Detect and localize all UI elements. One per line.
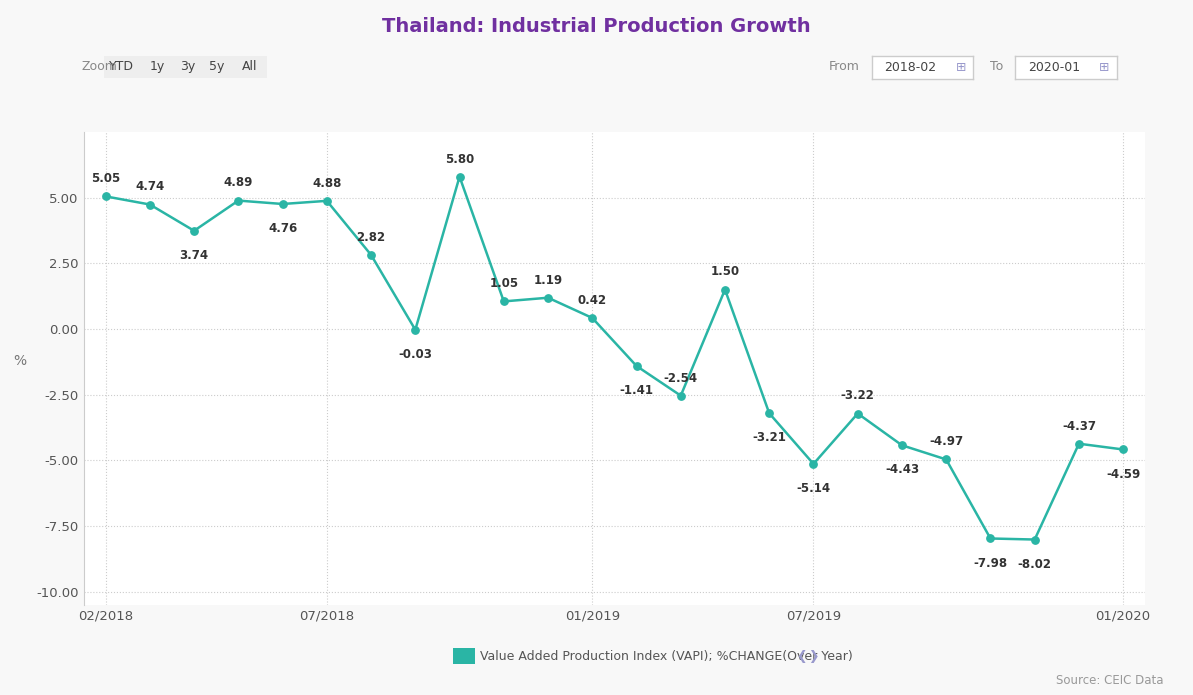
Text: Source: CEIC Data: Source: CEIC Data [1056,673,1163,687]
Point [185,225,204,236]
Text: -5.14: -5.14 [797,482,830,495]
Point [538,292,557,303]
Text: -3.21: -3.21 [753,432,786,444]
Text: To: To [990,60,1003,72]
Text: Thailand: Industrial Production Growth: Thailand: Industrial Production Growth [382,17,811,36]
Text: Value Added Production Index (VAPI); %CHANGE(Over Year): Value Added Production Index (VAPI); %CH… [480,650,852,662]
Point [97,191,116,202]
Text: ⊞: ⊞ [956,61,966,74]
Text: YTD: YTD [110,60,134,73]
Text: 5.80: 5.80 [445,153,474,165]
Point [672,390,691,401]
Point [628,361,647,372]
Point [716,284,735,295]
Text: -4.43: -4.43 [885,464,919,476]
Text: 2018-02: 2018-02 [884,61,937,74]
Point [361,250,381,261]
Text: 5y: 5y [210,60,224,73]
Text: 4.89: 4.89 [223,177,253,190]
Point [1069,438,1088,449]
Text: -1.41: -1.41 [619,384,654,397]
Text: -8.02: -8.02 [1018,557,1052,571]
Text: ⊞: ⊞ [1099,61,1109,74]
Text: 2.82: 2.82 [357,231,385,244]
Text: -4.59: -4.59 [1106,468,1141,480]
Text: 4.88: 4.88 [313,177,341,190]
Point [1025,534,1044,545]
Point [317,195,336,206]
Text: -7.98: -7.98 [973,557,1008,569]
Text: -2.54: -2.54 [663,372,698,384]
Point [1113,444,1132,455]
Point [494,296,513,307]
Text: ❮: ❮ [796,650,806,662]
Point [804,459,823,470]
Text: 5.05: 5.05 [91,172,120,186]
Text: 0.42: 0.42 [577,294,607,306]
Text: 1.05: 1.05 [489,277,518,291]
Text: From: From [829,60,860,72]
Point [273,199,292,210]
Point [406,324,425,335]
Text: -0.03: -0.03 [398,348,432,361]
Point [937,454,956,465]
Y-axis label: %: % [13,354,26,368]
Text: 2020-01: 2020-01 [1027,61,1080,74]
Text: 1.50: 1.50 [711,265,740,279]
Point [582,312,601,323]
Text: ❯: ❯ [808,650,818,662]
Point [450,171,469,182]
Text: -4.37: -4.37 [1062,420,1096,432]
Text: 1y: 1y [150,60,165,73]
Point [141,199,160,210]
Text: -4.97: -4.97 [929,435,963,448]
Text: 3y: 3y [180,60,194,73]
Point [229,195,248,206]
Text: All: All [242,60,256,73]
Text: 3.74: 3.74 [180,249,209,262]
Point [892,440,911,451]
Text: 4.76: 4.76 [268,222,297,235]
Point [760,408,779,419]
Point [848,408,867,419]
Text: 4.74: 4.74 [135,181,165,193]
Text: 1.19: 1.19 [533,274,563,286]
Text: -3.22: -3.22 [841,389,874,402]
Point [981,533,1000,544]
Text: Zoom: Zoom [81,60,117,72]
